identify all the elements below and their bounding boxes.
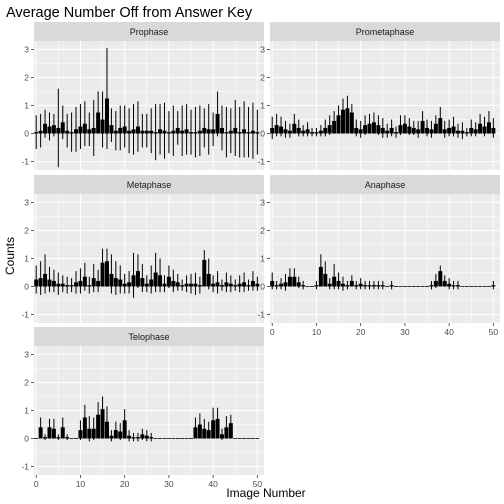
x-tick-label: 20 [356,327,366,337]
facet-strip-label: Metaphase [127,180,172,190]
facet-strip-label: Telophase [128,332,169,342]
y-tick-label: 2 [260,72,265,82]
bar [202,259,207,287]
bar [407,286,412,287]
bar [255,438,260,439]
bar [416,286,421,287]
facet-prometaphase: Prometaphase -1 0 1 2 3 [257,22,500,170]
bar [153,438,158,439]
x-tick-label: 40 [208,479,218,489]
facet-strip-label: Prometaphase [356,27,415,37]
y-tick-label: 0 [260,282,265,292]
y-tick-label: 3 [260,44,265,54]
bar [162,438,167,439]
x-tick-label: 20 [120,479,130,489]
bar [310,286,315,287]
bar [469,286,474,287]
y-tick-label: 3 [24,44,29,54]
bar [464,286,469,287]
y-tick-label: 1 [260,254,265,264]
bar [411,286,416,287]
chart-title: Average Number Off from Answer Key [6,5,253,21]
bar [482,286,487,287]
x-tick-label: 10 [312,327,322,337]
x-tick-label: 30 [400,327,410,337]
y-axis-label: Counts [3,237,17,275]
y-tick-label: 3 [24,197,29,207]
x-tick-label: 10 [76,479,86,489]
y-tick-label: 0 [260,129,265,139]
x-tick-label: 50 [489,327,499,337]
bar [398,286,403,287]
bar [394,286,399,287]
y-tick-label: 2 [24,225,29,235]
facet-strip [34,22,264,41]
bar [438,271,443,287]
y-tick-label: 3 [24,349,29,359]
bar [250,438,255,439]
bar [237,438,242,439]
facet-strip-label: Prophase [130,27,169,37]
facet-strip-label: Anaphase [365,180,406,190]
facet-prophase: Prophase -1 0 1 2 3 [21,22,264,170]
bar [175,438,180,439]
bar [246,438,251,439]
facet-strip [34,175,264,194]
bar [349,112,354,134]
bar [69,438,74,439]
x-tick-label: 50 [253,479,263,489]
x-tick-label: 40 [444,327,454,337]
bar [34,438,39,439]
bar [402,286,407,287]
bar [460,286,465,287]
facet-strip [34,327,264,346]
y-tick-label: 2 [24,377,29,387]
y-tick-label: 2 [260,225,265,235]
bar [478,286,483,287]
bar [305,286,310,287]
bar [385,286,390,287]
y-tick-label: 0 [24,282,29,292]
y-tick-label: -1 [21,462,29,472]
y-tick-label: 0 [24,434,29,444]
bar [420,286,425,287]
y-tick-label: 3 [260,197,265,207]
bar [233,438,238,439]
bar [180,438,185,439]
x-tick-label: 0 [270,327,275,337]
bar [166,438,171,439]
y-tick-label: 2 [24,72,29,82]
y-tick-label: -1 [257,157,265,167]
bar [171,438,176,439]
y-tick-label: 1 [24,101,29,111]
bar [189,438,194,439]
x-tick-label: 0 [34,479,39,489]
y-tick-label: 0 [24,129,29,139]
y-tick-label: -1 [257,310,265,320]
bar [74,438,79,439]
facet-metaphase: Metaphase -1 0 1 2 3 [21,175,264,323]
y-tick-label: -1 [21,157,29,167]
facet-panels: Prophase-10123Prometaphase-10123Metaphas… [21,22,500,489]
y-tick-label: -1 [21,310,29,320]
y-tick-label: 1 [260,101,265,111]
bar [100,409,105,439]
bar [486,286,491,287]
bar [473,286,478,287]
bar [340,109,345,134]
bar [425,286,430,287]
x-tick-label: 30 [164,479,174,489]
facet-strip [270,175,500,194]
bar [158,438,163,439]
y-tick-label: 1 [24,254,29,264]
facet-strip [270,22,500,41]
bar [184,438,189,439]
x-axis-label: Image Number [226,486,305,500]
bar [242,438,247,439]
y-tick-label: 1 [24,406,29,416]
